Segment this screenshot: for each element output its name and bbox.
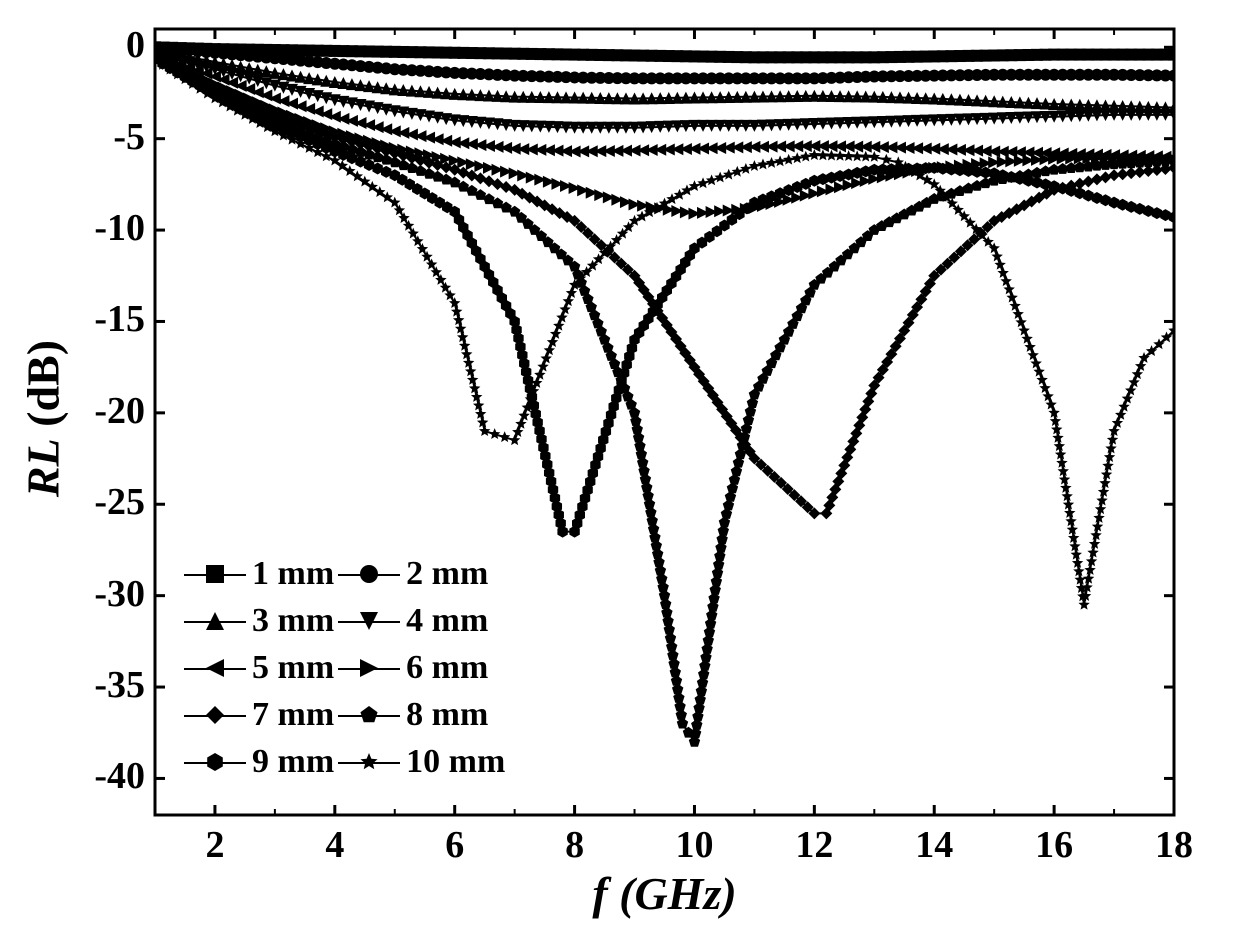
- legend-item: 9 mm: [180, 738, 334, 785]
- series-marker: [1036, 374, 1047, 385]
- series-marker: [834, 150, 845, 161]
- series-marker: [489, 428, 500, 439]
- series-marker: [499, 431, 510, 442]
- series-marker: [1115, 409, 1126, 420]
- series-marker: [1112, 417, 1123, 428]
- series-marker: [994, 259, 1005, 270]
- legend-label: 6 mm: [406, 649, 488, 687]
- series-marker: [757, 159, 768, 170]
- series-marker: [1033, 366, 1044, 377]
- series-marker: [749, 160, 760, 171]
- legend-label: 5 mm: [252, 649, 334, 687]
- series-marker: [1003, 283, 1014, 294]
- x-tick-label: 12: [784, 823, 844, 867]
- y-tick-label: -30: [94, 572, 145, 616]
- legend-marker-triangle-right: [334, 653, 404, 683]
- legend-label: 10 mm: [406, 743, 505, 781]
- x-axis-label: f (GHz): [155, 867, 1174, 920]
- legend-label: 3 mm: [252, 602, 334, 640]
- legend-item: 8 mm: [334, 691, 505, 738]
- legend-label: 1 mm: [252, 555, 334, 593]
- series-marker: [1006, 292, 1017, 303]
- x-tick-label: 8: [545, 823, 605, 867]
- series-marker: [860, 151, 871, 162]
- legend-marker-star: [334, 747, 404, 777]
- legend-marker-hexagon: [180, 747, 250, 777]
- y-axis-label: RL (dB): [17, 26, 70, 812]
- legend-label: 8 mm: [406, 696, 488, 734]
- series-marker: [783, 154, 794, 165]
- legend-label: 9 mm: [252, 743, 334, 781]
- legend-marker-pentagon: [334, 700, 404, 730]
- series-marker: [1122, 393, 1133, 404]
- series-marker: [1015, 316, 1026, 327]
- series-marker: [1000, 275, 1011, 286]
- legend-item: 4 mm: [334, 597, 505, 644]
- series-marker: [1135, 360, 1146, 371]
- legend-marker-diamond: [180, 700, 250, 730]
- series-marker: [1118, 401, 1129, 412]
- series-marker: [1042, 390, 1053, 401]
- legend-item: 1 mm: [180, 550, 334, 597]
- series-marker: [843, 150, 854, 161]
- x-tick-label: 14: [904, 823, 964, 867]
- legend-label: 4 mm: [406, 602, 488, 640]
- series-marker: [1018, 325, 1029, 336]
- series-marker: [1024, 341, 1035, 352]
- series-marker: [869, 151, 880, 162]
- series-marker: [1009, 300, 1020, 311]
- y-tick-label: -5: [113, 115, 145, 159]
- series-marker: [774, 155, 785, 166]
- series-marker: [851, 150, 862, 161]
- legend-item: 5 mm: [180, 644, 334, 691]
- y-tick-label: 0: [126, 23, 145, 67]
- series-marker: [766, 157, 777, 168]
- legend-marker-square: [180, 559, 250, 589]
- series-marker: [479, 425, 490, 436]
- series-marker: [792, 152, 803, 163]
- series-marker: [1039, 382, 1050, 393]
- series-marker: [1045, 399, 1056, 410]
- legend-item: 10 mm: [334, 738, 505, 785]
- series-marker: [1027, 349, 1038, 360]
- series-marker: [997, 267, 1008, 278]
- y-tick-label: -40: [94, 754, 145, 798]
- legend-marker-triangle-left: [180, 653, 250, 683]
- x-tick-label: 16: [1024, 823, 1084, 867]
- legend-marker-circle: [334, 559, 404, 589]
- series-marker: [1021, 333, 1032, 344]
- series-marker: [1132, 368, 1143, 379]
- legend-marker-triangle-down: [334, 606, 404, 636]
- legend-item: 3 mm: [180, 597, 334, 644]
- legend-item: 6 mm: [334, 644, 505, 691]
- legend: 1 mm 3 mm 5 mm 7 mm 9 mm: [180, 550, 505, 785]
- rl-vs-f-chart: [0, 0, 1240, 945]
- y-tick-label: -15: [94, 297, 145, 341]
- series-marker: [991, 251, 1002, 262]
- series-marker: [1082, 175, 1094, 187]
- y-tick-label: -35: [94, 663, 145, 707]
- series-marker: [1012, 308, 1023, 319]
- series-marker: [1099, 171, 1111, 183]
- series-marker: [881, 154, 892, 165]
- x-tick-label: 18: [1144, 823, 1204, 867]
- series-marker: [1128, 376, 1139, 387]
- series-marker: [1091, 173, 1103, 185]
- legend-marker-triangle-up: [180, 606, 250, 636]
- legend-label: 7 mm: [252, 696, 334, 734]
- legend-item: 7 mm: [180, 691, 334, 738]
- y-tick-label: -20: [94, 389, 145, 433]
- series-marker: [800, 151, 811, 162]
- x-tick-label: 2: [185, 823, 245, 867]
- series-marker: [1030, 358, 1041, 369]
- x-tick-label: 6: [425, 823, 485, 867]
- series-marker: [1125, 385, 1136, 396]
- y-tick-label: -25: [94, 480, 145, 524]
- y-tick-label: -10: [94, 206, 145, 250]
- legend-label: 2 mm: [406, 555, 488, 593]
- x-tick-label: 4: [305, 823, 365, 867]
- x-tick-label: 10: [664, 823, 724, 867]
- legend-item: 2 mm: [334, 550, 505, 597]
